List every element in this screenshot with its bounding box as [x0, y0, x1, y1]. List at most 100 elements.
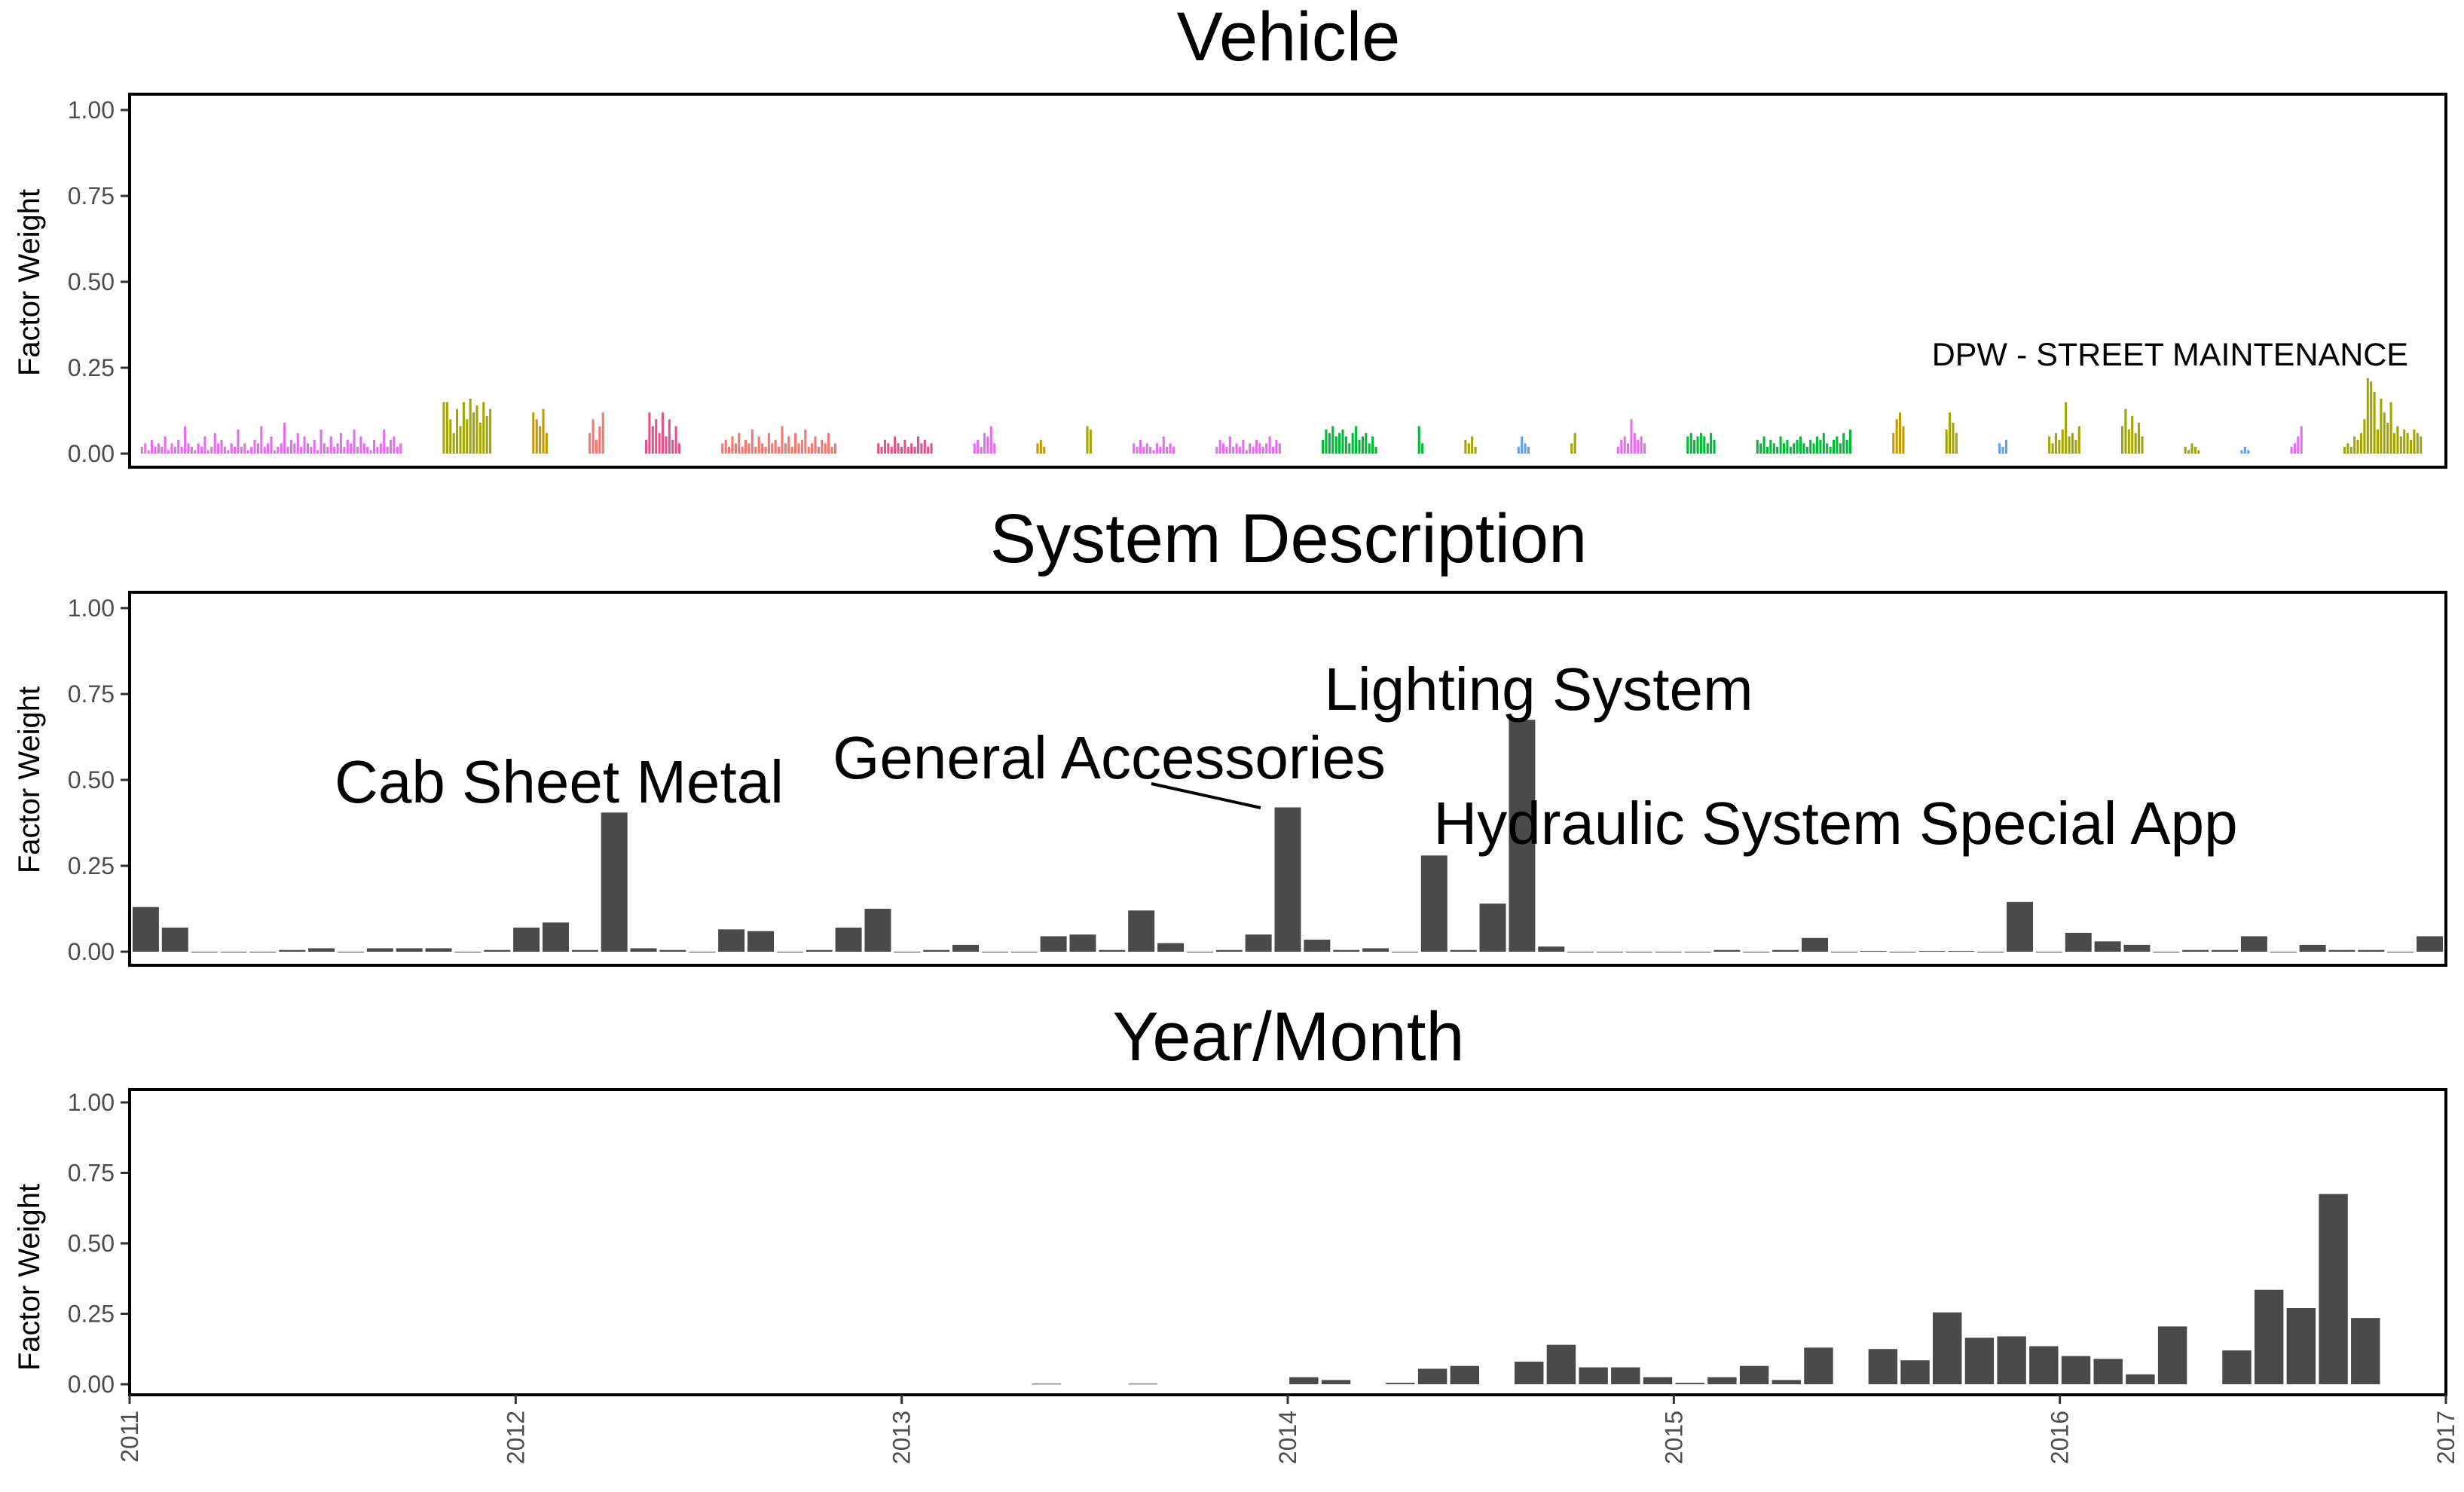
bar-vehicle [1258, 443, 1261, 454]
bar-vehicle [1278, 443, 1281, 454]
y-ticks-vehicle: 0.00 0.25 0.50 0.75 1.00 [68, 96, 130, 467]
bar-system-description [2065, 932, 2092, 952]
bar-vehicle [478, 422, 481, 454]
bar-year-month [1804, 1347, 1833, 1384]
bar-vehicle [2363, 419, 2366, 454]
bar-vehicle [2406, 433, 2409, 454]
annotation-hydraulic-system-special-app: Hydraulic System Special App [1433, 790, 2237, 857]
bar-vehicle [1819, 439, 1822, 454]
bar-system-description [1333, 949, 1360, 952]
bar-vehicle [140, 446, 143, 454]
bar-vehicle [2376, 430, 2380, 454]
y-tick-label: 0.00 [68, 938, 115, 965]
bar-vehicle [2247, 450, 2250, 454]
panel-title-year-month: Year/Month [1112, 998, 1464, 1075]
bar-vehicle [2131, 415, 2134, 454]
bar-vehicle [369, 450, 372, 454]
plot-frame-year-month [128, 1088, 2447, 1396]
bar-vehicle [1086, 426, 1089, 454]
bar-vehicle [1338, 433, 1341, 454]
bar-vehicle [1713, 439, 1716, 454]
bar-vehicle [1845, 439, 1848, 454]
bar-year-month [1032, 1383, 1062, 1385]
bar-vehicle [1643, 443, 1646, 454]
x-tick-label: 2017 [2432, 1411, 2459, 1464]
bar-vehicle [894, 436, 897, 454]
bar-vehicle [1225, 446, 1228, 454]
bar-vehicle [1570, 443, 1573, 454]
bar-vehicle [927, 446, 930, 454]
bar-vehicle [1417, 426, 1420, 454]
bar-system-description [425, 948, 452, 952]
bar-system-description [1362, 948, 1389, 952]
bar-year-month [1675, 1383, 1704, 1384]
bar-vehicle [223, 446, 226, 454]
bar-system-description [308, 948, 335, 952]
bar-system-description [1713, 949, 1741, 952]
bar-vehicle [1464, 439, 1467, 454]
annotation-general-accessories: General Accessories [833, 724, 1386, 791]
bar-vehicle [983, 433, 986, 454]
bar-system-description [1069, 934, 1096, 952]
bar-vehicle [1172, 446, 1175, 454]
bar-vehicle [741, 446, 744, 454]
bar-vehicle [151, 439, 154, 454]
annotation-leader-general-accessories [1151, 782, 1261, 809]
bar-vehicle [1043, 446, 1046, 454]
bar-vehicle [1703, 436, 1706, 454]
y-tick-label: 0.25 [68, 354, 115, 381]
bar-vehicle [263, 446, 266, 454]
bar-vehicle [2074, 439, 2077, 454]
bar-vehicle [1802, 443, 1805, 454]
bar-system-description [952, 944, 980, 952]
bar-vehicle [267, 443, 270, 454]
bar-vehicle [2124, 408, 2127, 454]
bar-vehicle [1358, 439, 1361, 454]
y-ticks-year-month: 0.00 0.25 0.50 0.75 1.00 [68, 1089, 130, 1398]
bar-vehicle [1620, 439, 1623, 454]
bar-year-month [1321, 1380, 1351, 1384]
bar-vehicle [1517, 446, 1520, 454]
bar-vehicle [1421, 443, 1424, 454]
bar-vehicle [2359, 433, 2363, 454]
bar-vehicle [187, 443, 190, 454]
bar-vehicle [1361, 436, 1364, 454]
y-tick-label: 1.00 [68, 595, 115, 622]
bar-vehicle [1242, 439, 1245, 454]
bar-vehicle [2416, 433, 2419, 454]
bar-vehicle [383, 430, 386, 454]
bar-vehicle [316, 450, 319, 454]
panel-year-month: Year/Month Factor Weight 0.00 0.25 0.50 0.7… [13, 998, 2459, 1464]
y-axis-label-year-month: Factor Weight [13, 1184, 46, 1371]
bar-vehicle [993, 443, 996, 454]
bar-vehicle [472, 412, 475, 454]
bar-vehicle [2048, 436, 2051, 454]
bar-vehicle [154, 446, 157, 454]
plot-frame-system-description [128, 591, 2447, 967]
bar-vehicle [1637, 439, 1640, 454]
bar-vehicle [466, 419, 469, 454]
bar-vehicle [1467, 443, 1470, 454]
bar-vehicle [372, 439, 376, 454]
bar-vehicle [1355, 426, 1358, 454]
bar-vehicle [485, 415, 488, 454]
bar-vehicle [200, 446, 203, 454]
y-tick-label: 0.25 [68, 852, 115, 879]
bar-system-description [1802, 937, 1828, 952]
bar-vehicle [804, 430, 807, 454]
x-tick-label: 2011 [116, 1411, 143, 1463]
bar-vehicle [362, 443, 365, 454]
bar-year-month [2286, 1308, 2316, 1384]
bar-system-description [2007, 901, 2034, 952]
bar-vehicle [1527, 446, 1530, 454]
bar-vehicle [897, 443, 900, 454]
bar-system-description [366, 948, 393, 952]
bar-system-description [2240, 936, 2267, 952]
bar-vehicle [674, 426, 677, 454]
bar-vehicle [761, 443, 764, 454]
bar-vehicle [877, 443, 880, 454]
bar-vehicle [661, 412, 665, 454]
bar-vehicle [1155, 443, 1158, 454]
bar-vehicle [310, 446, 313, 454]
bar-vehicle [1261, 446, 1264, 454]
